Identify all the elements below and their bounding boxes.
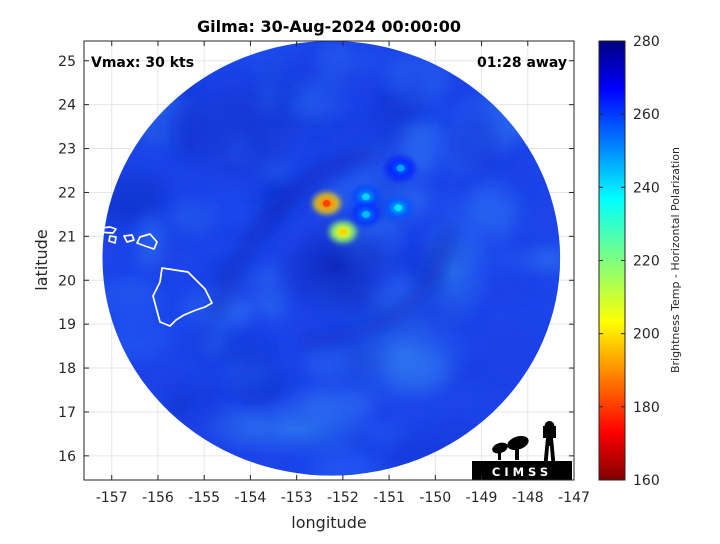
x-tick-label: -157 [96, 490, 128, 506]
x-tick-label: -153 [281, 490, 313, 506]
cimss-logo: CIMSS [472, 421, 572, 480]
colorbar-tick-label: 220 [633, 254, 660, 270]
y-tick-label: 25 [58, 54, 76, 70]
x-tick-label: -151 [373, 490, 405, 506]
warm-cell [328, 220, 357, 243]
x-tick-label: -148 [512, 490, 544, 506]
x-tick-label: -149 [466, 490, 498, 506]
y-tick-label: 16 [58, 449, 76, 465]
vmax-label: Vmax: 30 kts [91, 55, 194, 71]
y-tick-labels: 16 17 18 19 20 21 22 23 24 25 [58, 54, 76, 465]
warm-cell [384, 196, 413, 219]
x-tick-label: -155 [188, 490, 220, 506]
x-tick-label: -147 [558, 490, 590, 506]
logo-tower [543, 426, 556, 470]
y-tick-label: 21 [58, 229, 76, 245]
warm-cell [312, 192, 341, 215]
y-tick-label: 23 [58, 142, 76, 158]
island-molokai [92, 226, 117, 234]
time-away-label: 01:28 away [477, 55, 567, 71]
logo-text: CIMSS [492, 465, 552, 479]
colorbar-tick-label: 260 [633, 107, 660, 123]
island-hawaii [152, 267, 213, 327]
colorbar-tick-label: 240 [633, 180, 660, 196]
colorbar-tick-label: 200 [633, 327, 660, 343]
warm-cell [351, 203, 380, 226]
swath-layer [102, 41, 561, 476]
x-tick-label: -150 [419, 490, 451, 506]
axes-frame [83, 40, 575, 481]
storm-core [268, 207, 409, 328]
y-tick-label: 22 [58, 185, 76, 201]
y-tick-label: 17 [58, 405, 76, 421]
x-axis-label: longitude [291, 513, 366, 532]
y-tick-label: 24 [58, 98, 76, 114]
colorbar-label: Brightness Temp - Horizontal Polarizatio… [669, 147, 682, 373]
axis-ticks [84, 41, 575, 480]
x-tick-label: -152 [327, 490, 359, 506]
island-maui [136, 233, 158, 250]
colorbar-tick-label: 160 [633, 473, 660, 489]
y-tick-label: 19 [58, 317, 76, 333]
y-axis-label: latitude [32, 229, 51, 290]
x-tick-label: -156 [142, 490, 174, 506]
island-kahoolawe [123, 234, 135, 243]
colorbar-tick-label: 180 [633, 400, 660, 416]
colorbar-tick-label: 280 [633, 34, 660, 50]
warm-cells [312, 157, 415, 243]
warm-cell [351, 185, 380, 208]
y-tick-label: 20 [58, 273, 76, 289]
y-tick-label: 18 [58, 361, 76, 377]
x-tick-label: -154 [235, 490, 267, 506]
warm-cell [386, 157, 415, 180]
island-lanai [108, 235, 117, 244]
x-tick-labels: -157 -156 -155 -154 -153 -152 -151 -150 -149 -148… [96, 490, 590, 506]
coastlines [92, 226, 213, 327]
chart-title: Gilma: 30-Aug-2024 00:00:00 [197, 17, 461, 36]
colorbar-ticks: 160 180 200 220 240 260 280 [599, 34, 660, 489]
